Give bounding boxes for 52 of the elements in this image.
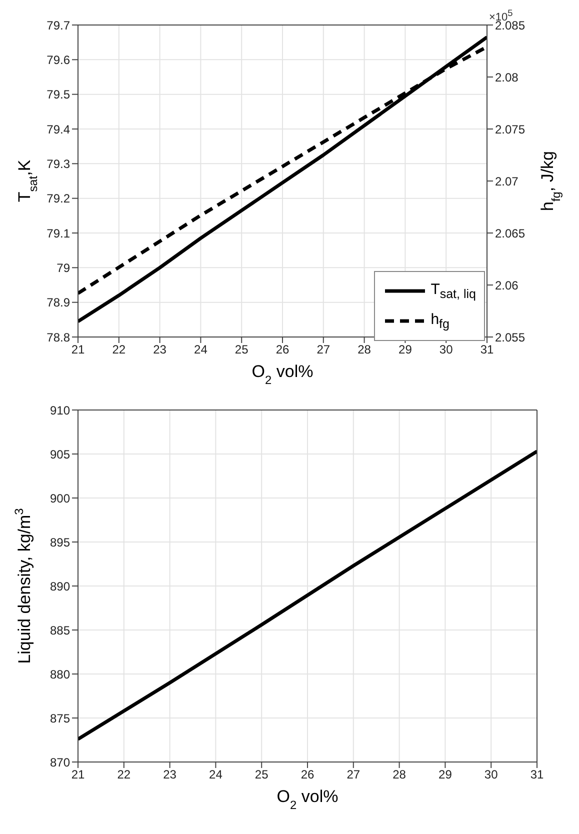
y-tick-label: 895 xyxy=(50,535,70,550)
y-tick-label: 79.7 xyxy=(46,18,70,32)
y-tick-label: 900 xyxy=(50,491,70,506)
y2-tick-label: 2.055 xyxy=(495,330,526,344)
x-tick-label: 28 xyxy=(358,342,372,357)
y-tick-label: 79 xyxy=(56,260,70,275)
y-tick-label: 78.9 xyxy=(46,296,70,310)
x-tick-label: 31 xyxy=(480,342,494,357)
x-tick-label: 24 xyxy=(209,768,223,782)
x-tick-label: 26 xyxy=(300,768,314,782)
x-tick-label: 21 xyxy=(71,342,85,357)
x-tick-label: 31 xyxy=(530,768,544,782)
x-tick-label: 21 xyxy=(71,768,85,782)
x-tick-label: 25 xyxy=(234,342,249,357)
y-tick-label: 905 xyxy=(50,447,70,462)
y-tick-label: 79.6 xyxy=(46,52,70,67)
x-tick-label: 23 xyxy=(153,342,167,357)
y-tick-label: 78.8 xyxy=(46,330,70,344)
y2-tick-label: 2.065 xyxy=(495,226,526,240)
y-tick-label: 875 xyxy=(50,711,70,726)
y-tick-label: 79.1 xyxy=(46,226,70,240)
y2-tick-label: 2.08 xyxy=(495,70,519,84)
x-tick-label: 28 xyxy=(392,768,406,782)
x-tick-label: 23 xyxy=(163,768,177,782)
x-tick-label: 27 xyxy=(316,342,330,357)
y-tick-label: 870 xyxy=(50,755,70,770)
y-tick-label: 79.4 xyxy=(46,122,70,136)
x-tick-label: 22 xyxy=(117,768,131,782)
y-tick-label: 910 xyxy=(50,403,70,418)
y2-tick-label: 2.07 xyxy=(495,174,519,188)
line-series xyxy=(78,450,537,741)
y-tick-label: 79.2 xyxy=(46,192,70,206)
x-tick-label: 25 xyxy=(254,768,269,782)
y-tick-label: 79.3 xyxy=(46,156,70,171)
y-tick-label: 890 xyxy=(50,579,70,594)
y-tick-label: 885 xyxy=(50,623,70,638)
x-tick-label: 29 xyxy=(398,342,412,357)
x-axis-title: O$_{2}$ vol% xyxy=(252,362,314,387)
y-tick-label: 880 xyxy=(50,667,70,682)
y-tick-label: 79.5 xyxy=(46,88,70,102)
x-tick-label: 30 xyxy=(484,768,498,782)
x-tick-label: 26 xyxy=(276,342,290,357)
x-axis-title: O$_{2}$ vol% xyxy=(276,787,338,812)
x-tick-label: 24 xyxy=(194,342,208,357)
x-tick-label: 22 xyxy=(112,342,126,357)
legend-label: h$_{fg}$ xyxy=(430,311,450,331)
x-tick-label: 30 xyxy=(439,342,454,357)
y2-tick-label: 2.075 xyxy=(495,122,526,136)
legend-label: T$_{sat, liq}$ xyxy=(430,281,476,301)
x-tick-label: 27 xyxy=(346,768,360,782)
y2-tick-label: 2.06 xyxy=(495,278,519,292)
x-tick-label: 29 xyxy=(438,768,452,782)
